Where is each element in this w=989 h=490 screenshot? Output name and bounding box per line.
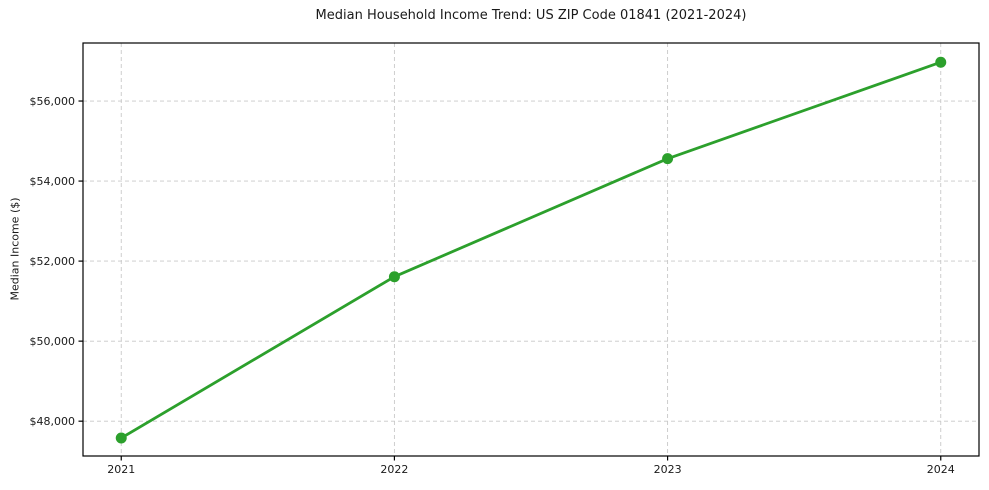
- data-point-marker: [662, 153, 674, 165]
- y-tick-label: $56,000: [30, 95, 76, 108]
- y-tick-label: $54,000: [30, 175, 76, 188]
- data-point-marker: [388, 271, 400, 283]
- x-tick-label: 2024: [927, 463, 955, 476]
- trend-line: [119, 60, 943, 440]
- data-point-marker: [935, 56, 947, 68]
- plot-border: [82, 42, 980, 457]
- x-tick-label: 2022: [380, 463, 408, 476]
- y-tick-label: $52,000: [30, 255, 76, 268]
- x-tick-label: 2021: [107, 463, 135, 476]
- x-tick-label: 2023: [654, 463, 682, 476]
- y-tick-label: $48,000: [30, 415, 76, 428]
- chart-title: Median Household Income Trend: US ZIP Co…: [315, 8, 747, 23]
- y-tick-label: $50,000: [30, 335, 76, 348]
- data-point-marker: [115, 432, 127, 444]
